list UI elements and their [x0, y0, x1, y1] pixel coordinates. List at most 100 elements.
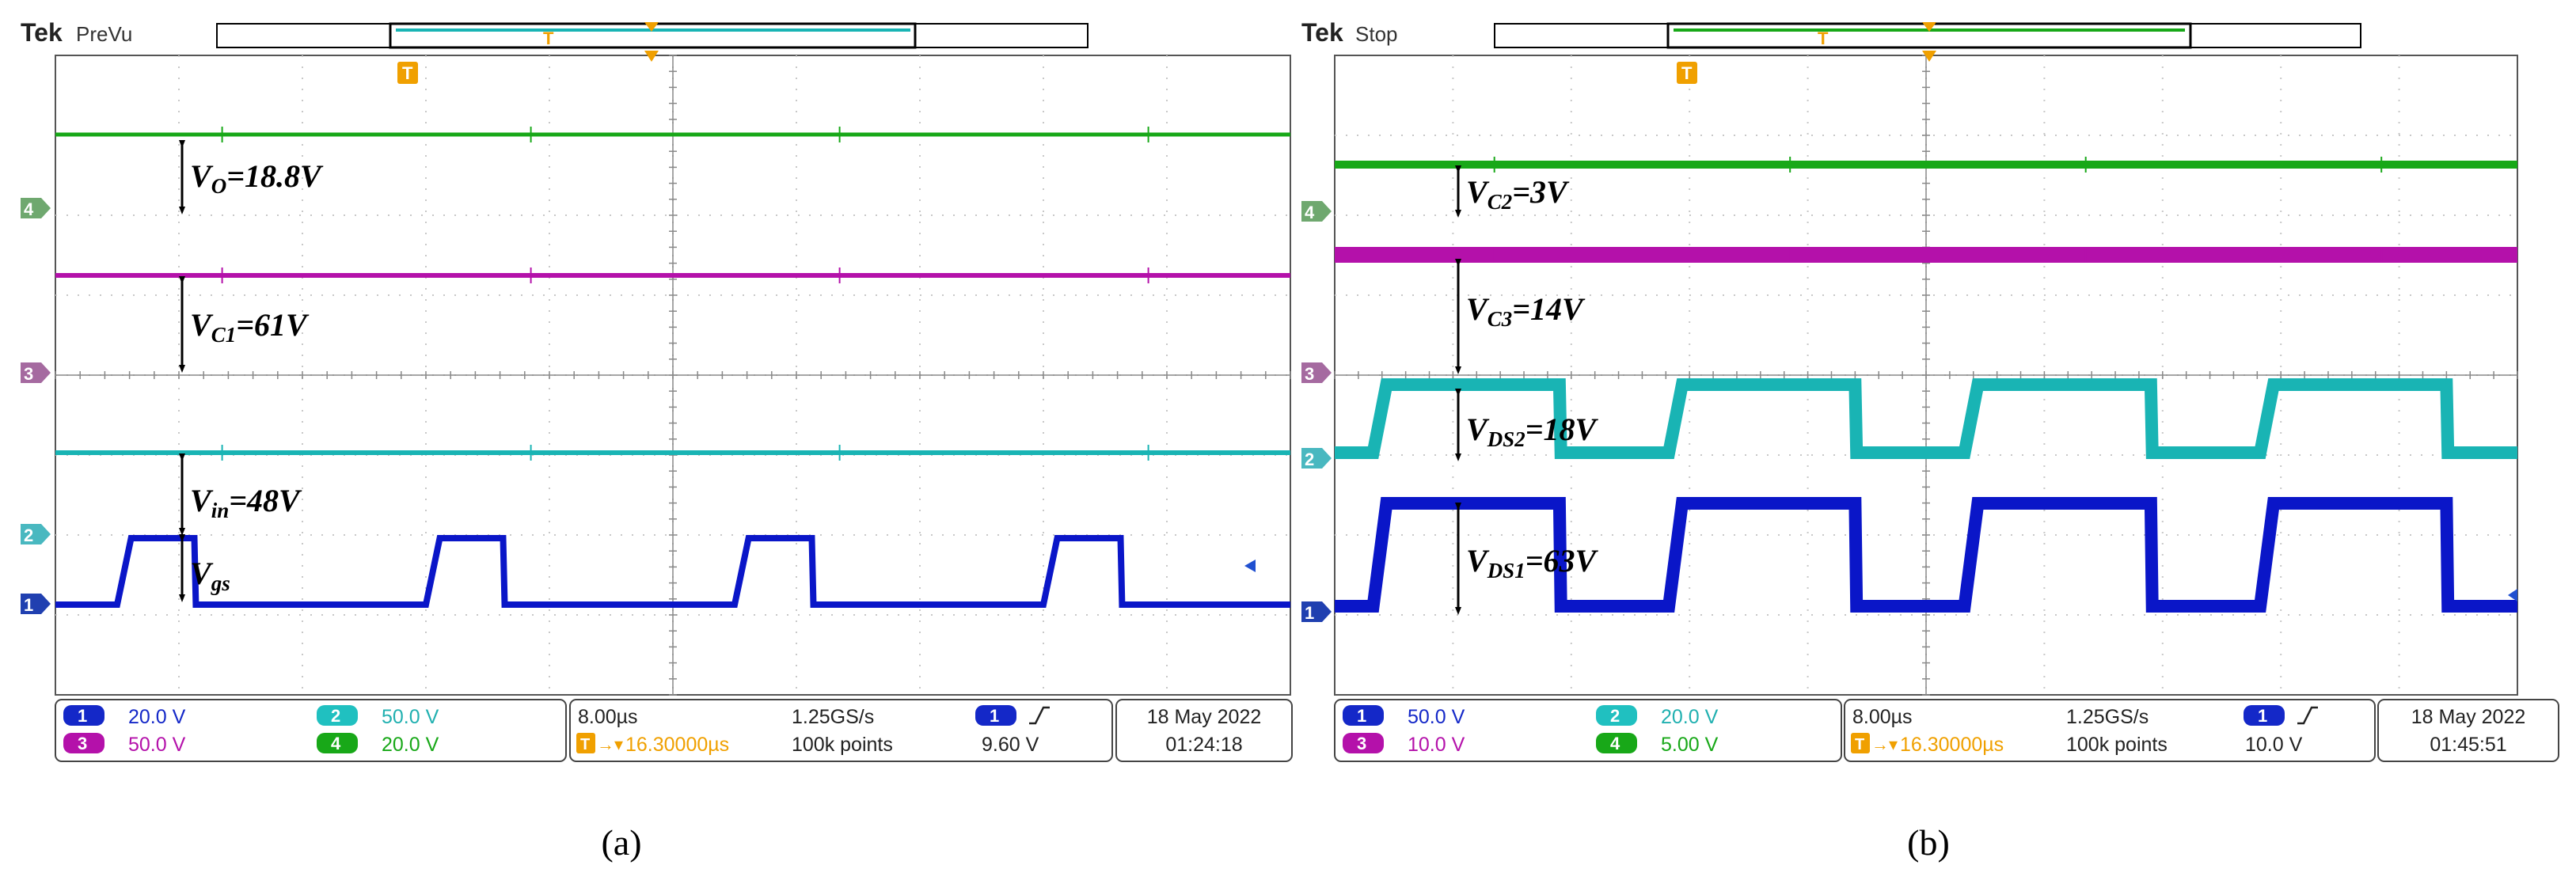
svg-text:10.0 V: 10.0 V [1408, 734, 1465, 756]
status-label-a: PreVu [76, 22, 132, 46]
svg-text:3: 3 [24, 364, 33, 384]
trigger-position-icon-a [397, 62, 418, 84]
svg-text:→▾: →▾ [1871, 734, 1898, 754]
ch3-readout-b: 3 10.0 V [1343, 733, 1465, 756]
svg-text:2: 2 [1610, 706, 1620, 726]
svg-text:50.0 V: 50.0 V [1408, 706, 1465, 728]
ch3-readout-a: 3 50.0 V [63, 733, 186, 756]
svg-text:4: 4 [1610, 734, 1620, 753]
scope-panel-a: Tek PreVu T T 4 3 2 [21, 18, 1293, 863]
svg-text:→▾: →▾ [597, 734, 623, 754]
date-a: 18 May 2022 [1147, 706, 1262, 728]
trigger-delay-a: T →▾ 16.30000µs [576, 733, 729, 756]
svg-text:1: 1 [2258, 706, 2267, 726]
svg-text:4: 4 [24, 199, 34, 219]
datetime-readout-a [1115, 699, 1293, 762]
ground-markers-a: 4 3 2 1 [21, 198, 51, 615]
trace-ch1-b [1335, 497, 2517, 613]
annotation-vds2: VDS2=18V [1466, 412, 1598, 451]
svg-text:20.0 V: 20.0 V [128, 706, 186, 728]
svg-text:2: 2 [331, 706, 340, 726]
svg-text:T: T [1855, 736, 1864, 753]
caption-a: (a) [601, 822, 641, 863]
ground-marker-ch2-b: 2 [1301, 448, 1332, 469]
ch2-readout-b: 2 20.0 V [1596, 705, 1719, 728]
brand-label-a: Tek [21, 18, 63, 47]
brand-label-b: Tek [1301, 18, 1343, 47]
trigger-position-glyph-b: T [1681, 63, 1693, 83]
annotation-vc2: VC2=3V [1466, 174, 1570, 214]
date-b: 18 May 2022 [2411, 706, 2526, 728]
record-length-a: 100k points [792, 734, 893, 756]
rising-edge-icon-a [1029, 706, 1050, 725]
caption-b: (b) [1907, 822, 1950, 863]
trigger-level-marker-a [1244, 560, 1256, 572]
ch1-readout-b: 1 50.0 V [1343, 705, 1465, 728]
sample-rate-a: 1.25GS/s [792, 706, 874, 728]
time-a: 01:24:18 [1165, 734, 1242, 756]
ground-marker-ch3-a: 3 [21, 362, 51, 384]
annotation-vc3: VC3=14V [1466, 291, 1586, 331]
timebase-a: 8.00µs [578, 706, 638, 728]
annotation-vin: Vin=48V [190, 483, 302, 522]
trigger-source-a: 1 [975, 705, 1050, 726]
svg-text:3: 3 [1305, 364, 1314, 384]
expansion-marker-b [1922, 22, 1936, 32]
ch4-readout-a: 4 20.0 V [317, 733, 439, 756]
record-trigger-icon-a: T [543, 28, 554, 48]
svg-text:T: T [580, 736, 590, 753]
svg-text:50.0 V: 50.0 V [382, 706, 439, 728]
ground-marker-ch4-a: 4 [21, 198, 51, 219]
svg-text:5.00 V: 5.00 V [1661, 734, 1719, 756]
trace-ch2-b [1335, 378, 2517, 459]
trigger-level-a: 9.60 V [982, 734, 1039, 756]
svg-text:1: 1 [78, 706, 87, 726]
channel-readout-b [1334, 699, 1842, 762]
trigger-source-b: 1 [2244, 705, 2318, 726]
status-label-b: Stop [1355, 22, 1398, 46]
svg-text:16.30000µs: 16.30000µs [1900, 734, 2004, 756]
svg-text:1: 1 [1357, 706, 1366, 726]
datetime-readout-b [2377, 699, 2559, 762]
record-trigger-icon-b: T [1818, 28, 1829, 48]
ch2-readout-a: 2 50.0 V [317, 705, 439, 728]
svg-text:1: 1 [1305, 603, 1314, 623]
trigger-position-glyph-a: T [402, 63, 413, 83]
ground-marker-ch4-b: 4 [1301, 201, 1332, 222]
svg-text:2: 2 [24, 525, 33, 545]
rising-edge-icon-b [2297, 706, 2318, 725]
timebase-b: 8.00µs [1852, 706, 1913, 728]
trigger-position-icon-b [1677, 62, 1697, 84]
ground-markers-b: 4 3 2 1 [1301, 201, 1332, 623]
expansion-marker-a [644, 22, 659, 32]
annotation-vgs: Vgs [190, 556, 230, 595]
time-b: 01:45:51 [2430, 734, 2506, 756]
annotation-vo: VO=18.8V [190, 158, 324, 198]
svg-text:2: 2 [1305, 450, 1314, 469]
ground-marker-ch2-a: 2 [21, 524, 51, 545]
ch4-readout-b: 4 5.00 V [1596, 733, 1719, 756]
svg-text:20.0 V: 20.0 V [382, 734, 439, 756]
svg-text:4: 4 [1305, 203, 1315, 222]
grid-b [1334, 55, 2518, 696]
ground-marker-ch1-b: 1 [1301, 601, 1332, 623]
trigger-level-marker-b [2508, 589, 2517, 601]
trigger-level-b: 10.0 V [2245, 734, 2303, 756]
svg-text:4: 4 [331, 734, 341, 753]
annotation-vds1: VDS1=63V [1466, 543, 1598, 582]
svg-text:1: 1 [990, 706, 999, 726]
ground-marker-ch1-a: 1 [21, 594, 51, 615]
annotation-vc1: VC1=61V [190, 307, 310, 347]
record-length-b: 100k points [2066, 734, 2168, 756]
svg-text:20.0 V: 20.0 V [1661, 706, 1719, 728]
svg-text:3: 3 [78, 734, 87, 753]
acquisition-readout-b [1844, 699, 2376, 762]
scope-panel-b: Tek Stop T T 4 3 2 1 [1301, 18, 2559, 863]
sample-rate-b: 1.25GS/s [2066, 706, 2149, 728]
svg-text:50.0 V: 50.0 V [128, 734, 186, 756]
trigger-point-marker-a [644, 51, 659, 62]
trigger-point-marker-b [1922, 51, 1936, 62]
svg-text:16.30000µs: 16.30000µs [625, 734, 729, 756]
channel-readout-a [55, 699, 567, 762]
